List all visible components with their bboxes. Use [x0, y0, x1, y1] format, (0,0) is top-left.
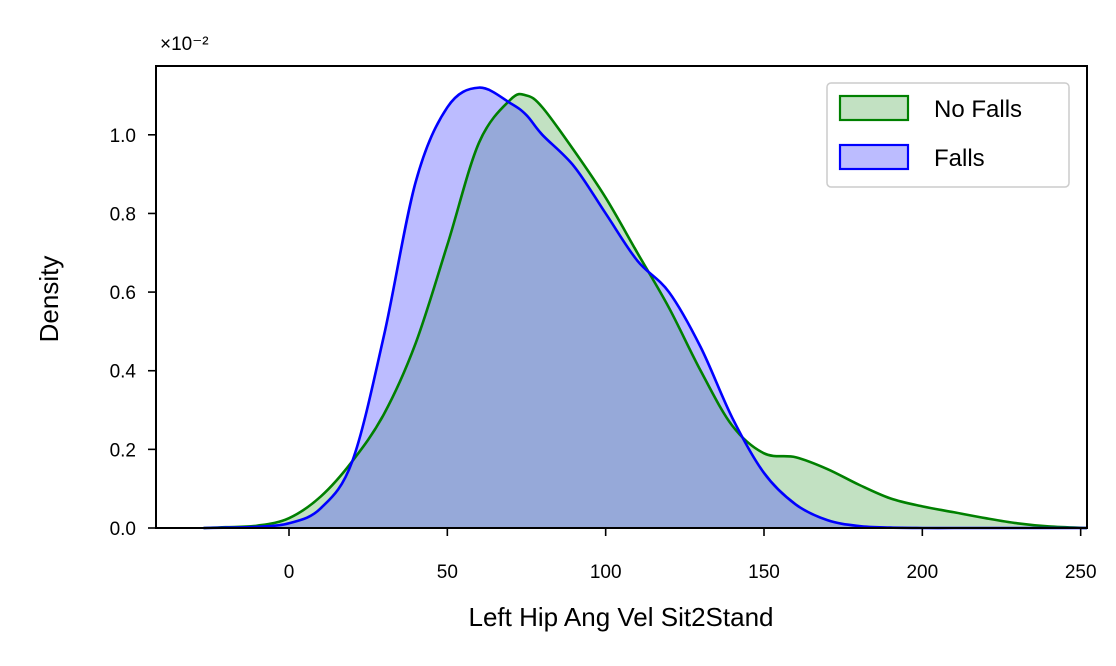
plot-frame — [155, 65, 1088, 529]
legend-label-no-falls: No Falls — [934, 96, 1022, 123]
y-tick-label: 0.4 — [110, 362, 137, 383]
y-tick-label: 0.2 — [110, 440, 136, 461]
area-no-falls — [203, 93, 1087, 529]
y-axis: 0.0 0.2 0.4 0.6 0.8 1.0 — [110, 126, 156, 540]
x-tick-label: 250 — [1065, 562, 1097, 583]
y-axis-label: Density — [34, 256, 64, 343]
legend-swatch-no-falls — [838, 94, 910, 122]
x-tick-label: 0 — [284, 562, 295, 583]
y-tick-label: 0.0 — [110, 519, 136, 540]
area-falls — [203, 87, 1087, 529]
x-tick-label: 100 — [590, 562, 622, 583]
y-tick-label: 1.0 — [110, 126, 136, 147]
x-tick-label: 200 — [906, 562, 938, 583]
legend-label-falls: Falls — [934, 145, 985, 172]
x-tick-label: 50 — [437, 562, 458, 583]
y-offset-label: ×10⁻² — [160, 34, 209, 55]
legend-swatch-falls — [838, 143, 910, 171]
y-tick-label: 0.6 — [110, 283, 136, 304]
y-tick-label: 0.8 — [110, 204, 136, 225]
legend-frame — [826, 82, 1070, 188]
x-axis: 0 50 100 150 200 250 — [284, 528, 1097, 583]
x-tick-label: 150 — [748, 562, 780, 583]
plot-areas — [203, 87, 1087, 529]
legend: No Falls Falls — [826, 82, 1070, 188]
x-axis-label: Left Hip Ang Vel Sit2Stand — [469, 602, 774, 632]
